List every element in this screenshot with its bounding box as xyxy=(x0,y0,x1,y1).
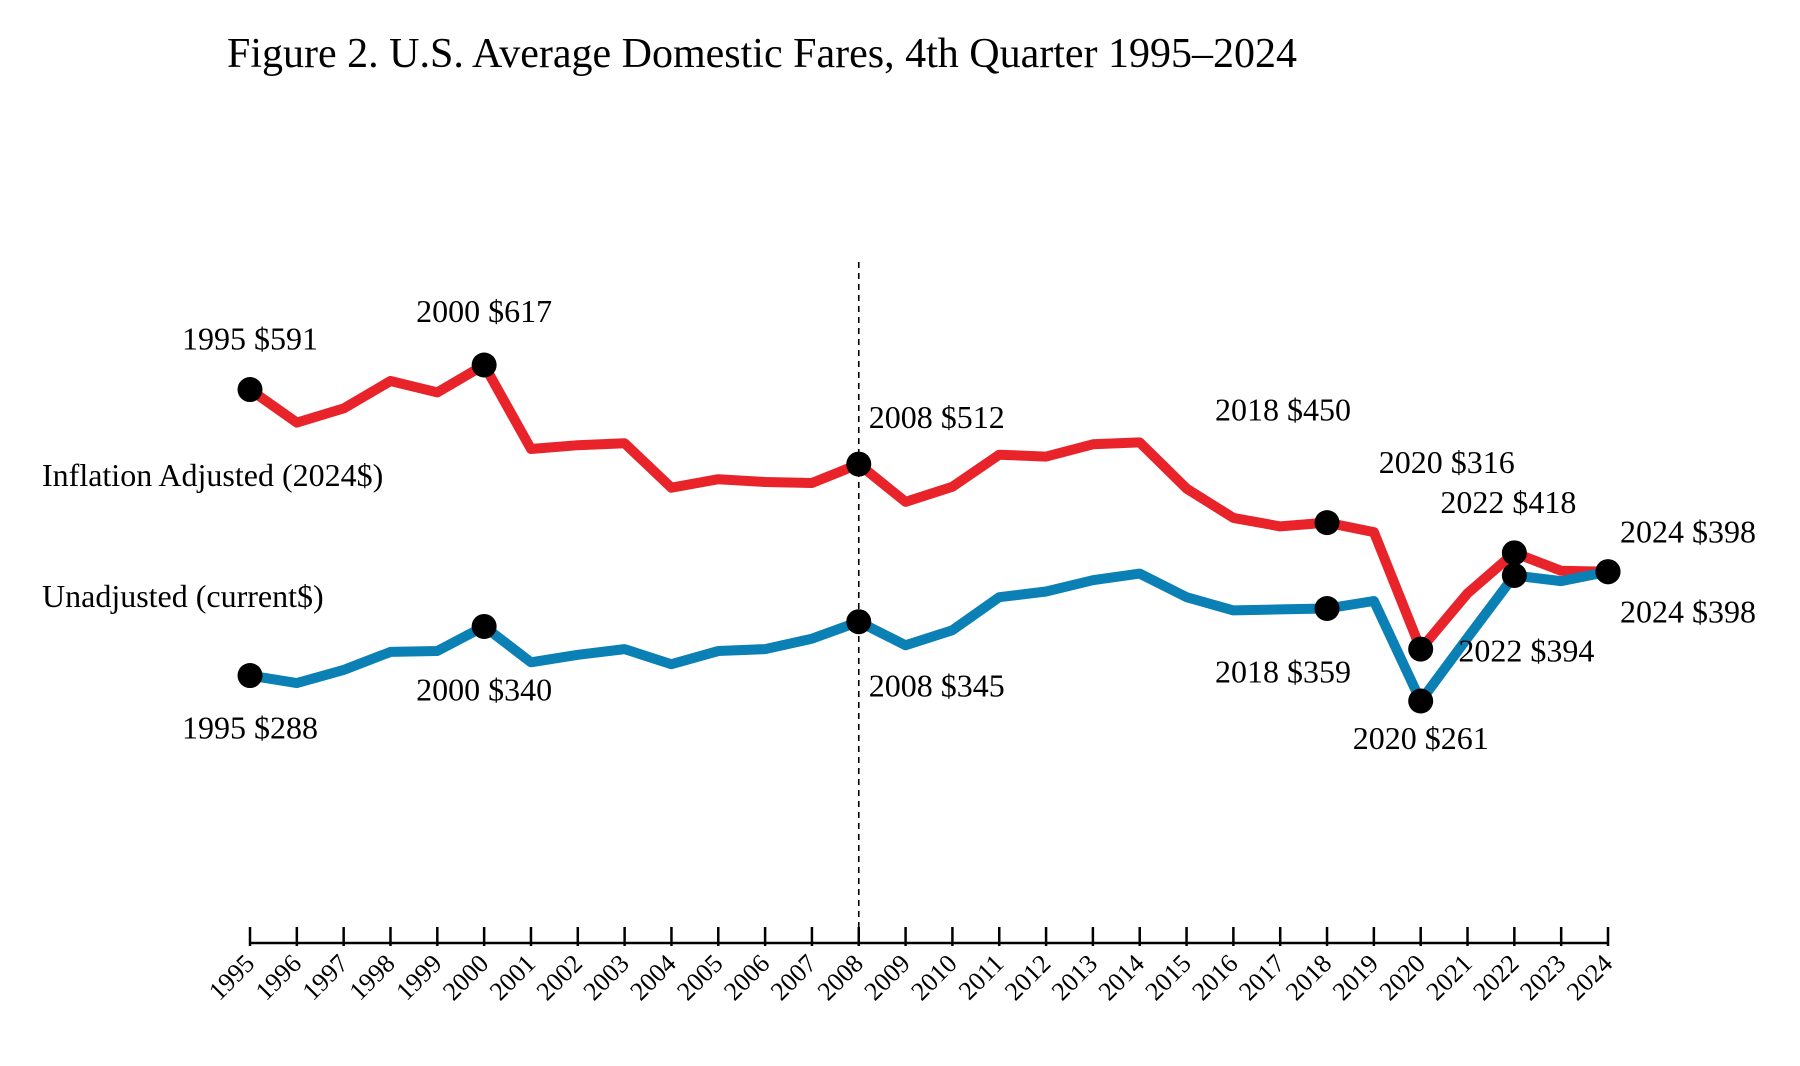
x-tick-label: 2002 xyxy=(531,949,588,1006)
x-tick-label: 2016 xyxy=(1186,949,1243,1006)
data-label-unadjusted-2020: 2020 $261 xyxy=(1353,720,1489,756)
x-tick-label: 2013 xyxy=(1046,949,1103,1006)
data-label-inflation-adjusted-2024: 2024 $398 xyxy=(1620,514,1756,550)
marker-unadjusted-2022 xyxy=(1501,562,1527,588)
data-label-unadjusted-2008: 2008 $345 xyxy=(869,668,1005,704)
x-tick-label: 1996 xyxy=(250,949,307,1006)
x-axis: 1995199619971998199920002001200220032004… xyxy=(203,927,1618,1006)
x-tick-label: 2007 xyxy=(765,949,822,1006)
x-tick-label: 2006 xyxy=(718,949,775,1006)
x-tick-label: 2001 xyxy=(484,949,541,1006)
x-tick-label: 2003 xyxy=(578,949,635,1006)
x-tick-label: 2010 xyxy=(905,949,962,1006)
x-tick-label: 2024 xyxy=(1561,949,1618,1006)
x-tick-label: 2017 xyxy=(1233,949,1290,1006)
x-tick-label: 1998 xyxy=(343,949,400,1006)
marker-inflation-adjusted-2022 xyxy=(1501,540,1527,566)
x-tick-label: 2004 xyxy=(624,949,681,1006)
marker-unadjusted-1995 xyxy=(237,663,263,689)
series-label-inflation-adjusted: Inflation Adjusted (2024$) xyxy=(42,457,383,493)
marker-inflation-adjusted-1995 xyxy=(237,377,263,403)
marker-inflation-adjusted-2020 xyxy=(1408,636,1434,662)
chart-title: Figure 2. U.S. Average Domestic Fares, 4… xyxy=(227,31,1298,77)
x-tick-label: 2008 xyxy=(812,949,869,1006)
marker-inflation-adjusted-2018 xyxy=(1314,510,1340,536)
data-label-inflation-adjusted-2020: 2020 $316 xyxy=(1379,444,1515,480)
data-label-unadjusted-2018: 2018 $359 xyxy=(1215,654,1351,690)
data-labels: 1995 $591 2000 $617 2008 $512 2018 $450 2020… xyxy=(182,293,1756,756)
data-label-inflation-adjusted-2008: 2008 $512 xyxy=(869,399,1005,435)
data-label-unadjusted-1995: 1995 $288 xyxy=(182,710,318,746)
data-label-inflation-adjusted-2000: 2000 $617 xyxy=(416,293,552,329)
highlight-markers xyxy=(237,352,1621,714)
x-tick-label: 2018 xyxy=(1280,949,1337,1006)
series-label-unadjusted: Unadjusted (current$) xyxy=(42,578,324,614)
marker-unadjusted-2008 xyxy=(846,609,872,635)
x-tick-label: 2014 xyxy=(1093,949,1150,1006)
marker-unadjusted-2018 xyxy=(1314,596,1340,622)
x-tick-label: 2000 xyxy=(437,949,494,1006)
x-tick-label: 2005 xyxy=(671,949,728,1006)
x-tick-label: 1999 xyxy=(390,949,447,1006)
marker-unadjusted-2020 xyxy=(1408,688,1434,714)
x-tick-label: 2009 xyxy=(859,949,916,1006)
marker-unadjusted-2024 xyxy=(1595,559,1621,585)
x-tick-label: 2023 xyxy=(1514,949,1571,1006)
x-tick-label: 2022 xyxy=(1467,949,1524,1006)
x-tick-label: 2011 xyxy=(953,949,1010,1006)
x-tick-label: 1995 xyxy=(203,949,260,1006)
data-label-inflation-adjusted-2022: 2022 $418 xyxy=(1440,484,1576,520)
marker-inflation-adjusted-2008 xyxy=(846,451,872,477)
data-label-unadjusted-2000: 2000 $340 xyxy=(416,671,552,707)
marker-unadjusted-2000 xyxy=(471,613,497,639)
data-label-inflation-adjusted-1995: 1995 $591 xyxy=(182,321,318,357)
x-tick-label: 2015 xyxy=(1140,949,1197,1006)
data-label-unadjusted-2022: 2022 $394 xyxy=(1458,632,1594,668)
x-tick-label: 2021 xyxy=(1420,949,1477,1006)
x-tick-label: 1997 xyxy=(297,949,354,1006)
x-tick-label: 2012 xyxy=(999,949,1056,1006)
data-label-inflation-adjusted-2018: 2018 $450 xyxy=(1215,392,1351,428)
data-label-unadjusted-2024: 2024 $398 xyxy=(1620,594,1756,630)
x-tick-label: 2020 xyxy=(1374,949,1431,1006)
marker-inflation-adjusted-2000 xyxy=(471,352,497,378)
x-tick-label: 2019 xyxy=(1327,949,1384,1006)
